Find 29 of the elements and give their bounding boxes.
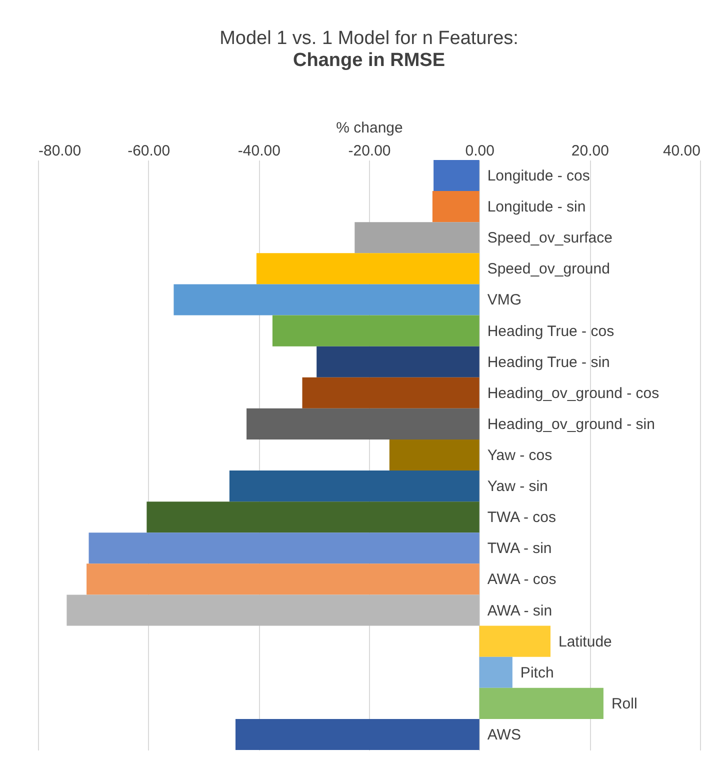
y-tick-label: AWA - cos bbox=[487, 571, 556, 588]
y-tick-label: Pitch bbox=[520, 664, 554, 682]
y-tick-label: TWA - sin bbox=[487, 540, 552, 558]
x-tick-label: -80.00 bbox=[38, 142, 82, 160]
y-tick-label: Latitude bbox=[558, 633, 612, 650]
y-tick-label: Heading True - sin bbox=[487, 354, 610, 371]
x-tick-label: 40.00 bbox=[662, 142, 700, 160]
y-tick-label: Longitude - cos bbox=[487, 168, 590, 185]
y-tick-label: Roll bbox=[611, 695, 638, 712]
y-tick-label: Yaw - sin bbox=[487, 478, 548, 496]
y-tick-label: AWS bbox=[487, 726, 521, 744]
y-tick-label: Heading_ov_ground - cos bbox=[487, 384, 660, 402]
y-tick-label: Yaw - cos bbox=[487, 447, 552, 464]
x-tick-label: 20.00 bbox=[571, 142, 609, 160]
x-tick-label: -40.00 bbox=[238, 142, 280, 160]
chart-title: Model 1 vs. 1 Model for n Features: bbox=[220, 28, 518, 49]
y-tick-label: Speed_ov_ground bbox=[487, 260, 610, 278]
x-tick-label: -60.00 bbox=[128, 142, 170, 160]
y-tick-label: AWA - sin bbox=[487, 602, 552, 620]
chart-subtitle: Change in RMSE bbox=[292, 50, 446, 71]
y-tick-label: Longitude - sin bbox=[487, 198, 586, 216]
y-tick-label: Speed_ov_surface bbox=[487, 230, 612, 247]
x-tick-label: -20.00 bbox=[348, 142, 391, 160]
x-tick-label: 0.00 bbox=[465, 142, 494, 160]
y-tick-label: Heading True - cos bbox=[487, 322, 614, 340]
y-tick-label: Heading_ov_ground - sin bbox=[487, 416, 655, 433]
x-axis-title: % change bbox=[336, 120, 403, 136]
y-tick-label: TWA - cos bbox=[487, 509, 556, 526]
y-tick-label: VMG bbox=[487, 292, 522, 309]
